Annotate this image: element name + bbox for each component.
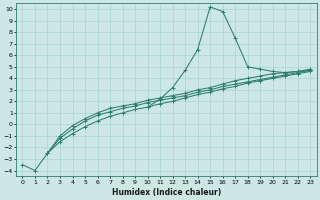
- X-axis label: Humidex (Indice chaleur): Humidex (Indice chaleur): [112, 188, 221, 197]
